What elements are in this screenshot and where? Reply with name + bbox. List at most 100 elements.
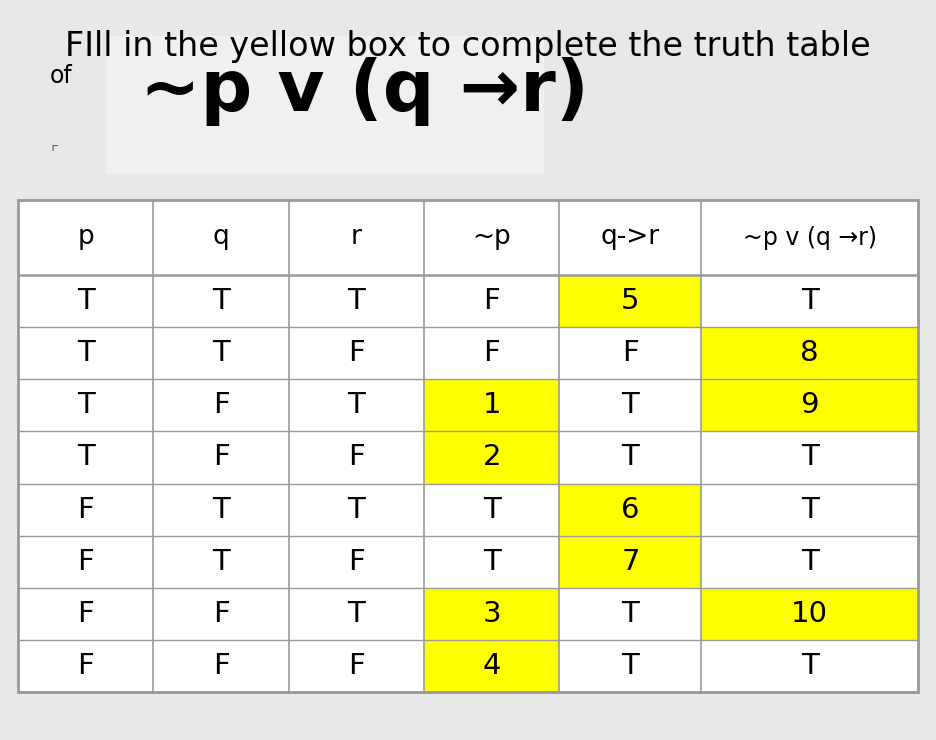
Bar <box>560 327 701 379</box>
Text: T: T <box>801 496 819 524</box>
Text: F: F <box>78 496 94 524</box>
Bar <box>18 588 154 640</box>
Text: T: T <box>801 443 819 471</box>
Text: T: T <box>347 496 365 524</box>
Text: ~p: ~p <box>473 224 511 251</box>
Bar <box>560 275 701 327</box>
Text: F: F <box>212 600 229 628</box>
Bar <box>18 431 154 483</box>
Text: F: F <box>212 652 229 680</box>
Text: 1: 1 <box>482 391 501 420</box>
Bar <box>701 327 918 379</box>
Bar <box>424 536 560 588</box>
Text: T: T <box>212 548 230 576</box>
Bar <box>424 275 560 327</box>
Bar <box>18 483 154 536</box>
Text: T: T <box>622 391 639 420</box>
Bar <box>424 327 560 379</box>
Bar <box>154 483 288 536</box>
Bar <box>18 379 154 431</box>
Bar <box>288 640 424 692</box>
Bar <box>288 379 424 431</box>
Text: q: q <box>212 224 229 251</box>
Text: F: F <box>78 652 94 680</box>
Text: F: F <box>212 443 229 471</box>
Text: T: T <box>77 287 95 315</box>
Text: ⌜: ⌜ <box>50 144 58 162</box>
Text: T: T <box>622 600 639 628</box>
Text: T: T <box>483 496 501 524</box>
Text: F: F <box>348 443 365 471</box>
Text: q->r: q->r <box>601 224 660 251</box>
Text: 7: 7 <box>622 548 639 576</box>
Text: 5: 5 <box>622 287 639 315</box>
Text: F: F <box>483 287 500 315</box>
Text: 10: 10 <box>791 600 828 628</box>
Text: 6: 6 <box>622 496 639 524</box>
Bar <box>154 327 288 379</box>
Bar <box>18 536 154 588</box>
Text: T: T <box>801 652 819 680</box>
Text: T: T <box>77 391 95 420</box>
Bar <box>154 536 288 588</box>
Text: 8: 8 <box>800 339 819 367</box>
Text: F: F <box>348 548 365 576</box>
Text: T: T <box>77 339 95 367</box>
Text: 9: 9 <box>800 391 819 420</box>
Text: ~p v (q →r): ~p v (q →r) <box>140 58 589 127</box>
Text: T: T <box>622 443 639 471</box>
Text: T: T <box>77 443 95 471</box>
Bar <box>424 431 560 483</box>
Text: T: T <box>212 287 230 315</box>
Bar <box>560 536 701 588</box>
Bar <box>560 431 701 483</box>
Bar <box>288 327 424 379</box>
Text: F: F <box>78 600 94 628</box>
Bar <box>424 640 560 692</box>
Text: of: of <box>50 64 73 88</box>
Text: F: F <box>212 391 229 420</box>
Text: p: p <box>78 224 94 251</box>
Text: T: T <box>212 339 230 367</box>
Bar <box>18 275 154 327</box>
Text: F: F <box>483 339 500 367</box>
Text: r: r <box>351 224 362 251</box>
Bar <box>560 379 701 431</box>
Bar <box>424 379 560 431</box>
Bar <box>288 536 424 588</box>
Bar <box>424 588 560 640</box>
Text: T: T <box>347 287 365 315</box>
Bar <box>701 536 918 588</box>
Bar <box>560 640 701 692</box>
Text: 4: 4 <box>482 652 501 680</box>
Bar <box>288 483 424 536</box>
Bar <box>154 275 288 327</box>
Text: F: F <box>348 652 365 680</box>
Bar <box>18 327 154 379</box>
Text: T: T <box>622 652 639 680</box>
Bar <box>154 379 288 431</box>
Text: T: T <box>801 548 819 576</box>
Bar <box>701 379 918 431</box>
Text: T: T <box>347 391 365 420</box>
Bar <box>154 588 288 640</box>
FancyBboxPatch shape <box>106 36 544 174</box>
Bar <box>154 431 288 483</box>
Bar <box>701 431 918 483</box>
Text: T: T <box>801 287 819 315</box>
Bar <box>288 588 424 640</box>
Bar <box>18 200 918 692</box>
Bar <box>288 431 424 483</box>
Bar <box>154 640 288 692</box>
Text: T: T <box>212 496 230 524</box>
Bar <box>288 275 424 327</box>
Bar <box>560 483 701 536</box>
Bar <box>18 200 918 692</box>
Text: ~p v (q →r): ~p v (q →r) <box>743 226 877 249</box>
Bar <box>560 588 701 640</box>
Bar <box>701 483 918 536</box>
Text: FIll in the yellow box to complete the truth table: FIll in the yellow box to complete the t… <box>66 30 870 63</box>
Text: F: F <box>348 339 365 367</box>
Text: T: T <box>347 600 365 628</box>
Text: 2: 2 <box>482 443 501 471</box>
